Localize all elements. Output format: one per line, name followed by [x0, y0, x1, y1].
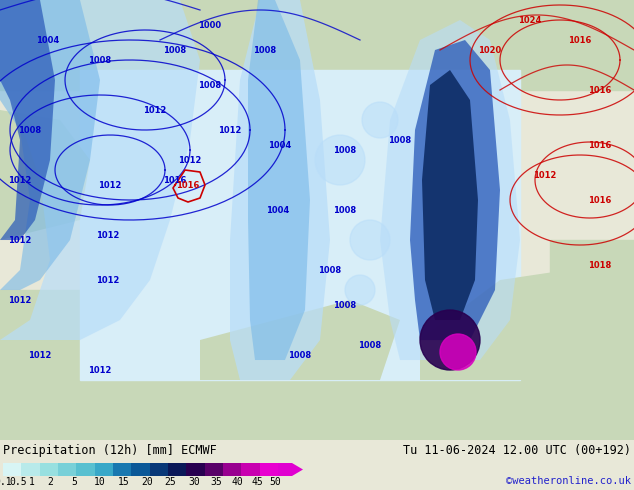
Text: 1004: 1004 — [268, 141, 292, 149]
Polygon shape — [0, 0, 634, 90]
Circle shape — [362, 102, 398, 138]
Text: 35: 35 — [210, 477, 222, 487]
Bar — [94, 463, 113, 476]
Polygon shape — [0, 290, 100, 440]
Bar — [58, 463, 76, 476]
Polygon shape — [410, 40, 500, 340]
Text: 1: 1 — [29, 477, 35, 487]
Bar — [76, 463, 94, 476]
Bar — [40, 463, 58, 476]
Text: 1012: 1012 — [96, 275, 120, 285]
Text: 1012: 1012 — [8, 295, 32, 304]
Bar — [113, 463, 131, 476]
Text: 1012: 1012 — [88, 366, 112, 374]
Text: 1008: 1008 — [254, 46, 276, 54]
Polygon shape — [80, 70, 520, 380]
Text: 40: 40 — [231, 477, 243, 487]
Text: 1012: 1012 — [178, 155, 202, 165]
Text: 1008: 1008 — [18, 125, 42, 135]
Text: 1012: 1012 — [533, 171, 557, 179]
Polygon shape — [420, 260, 634, 380]
Text: 1012: 1012 — [29, 350, 52, 360]
Text: 1008: 1008 — [333, 146, 356, 154]
Text: 15: 15 — [118, 477, 130, 487]
Text: 20: 20 — [141, 477, 153, 487]
Polygon shape — [0, 0, 55, 240]
Text: 50: 50 — [269, 477, 281, 487]
Text: 1016: 1016 — [568, 35, 592, 45]
Text: 1008: 1008 — [288, 350, 311, 360]
Bar — [3, 463, 22, 476]
Text: 5: 5 — [71, 477, 77, 487]
Text: 1016: 1016 — [588, 141, 612, 149]
Polygon shape — [248, 0, 310, 360]
Text: 1016: 1016 — [588, 85, 612, 95]
Text: 1024: 1024 — [519, 16, 541, 24]
FancyArrow shape — [278, 463, 303, 476]
Text: 1012: 1012 — [218, 125, 242, 135]
Text: ©weatheronline.co.uk: ©weatheronline.co.uk — [506, 476, 631, 486]
Bar — [22, 463, 40, 476]
Text: 10: 10 — [94, 477, 106, 487]
Bar — [205, 463, 223, 476]
Bar — [186, 463, 205, 476]
Text: 1004: 1004 — [266, 205, 290, 215]
Text: 2: 2 — [47, 477, 53, 487]
Polygon shape — [380, 20, 520, 360]
Text: 1012: 1012 — [143, 105, 167, 115]
Bar — [223, 463, 242, 476]
Text: 1008: 1008 — [333, 300, 356, 310]
Polygon shape — [550, 240, 634, 440]
Text: Precipitation (12h) [mm] ECMWF: Precipitation (12h) [mm] ECMWF — [3, 444, 217, 457]
Bar — [150, 463, 168, 476]
Text: 0.1: 0.1 — [0, 477, 12, 487]
Text: 1008: 1008 — [198, 80, 221, 90]
Text: 1008: 1008 — [358, 341, 382, 349]
Polygon shape — [0, 110, 90, 240]
Text: 30: 30 — [188, 477, 200, 487]
Text: 1012: 1012 — [8, 236, 32, 245]
Text: 1008: 1008 — [88, 55, 112, 65]
Text: 1012: 1012 — [8, 175, 32, 185]
Text: 1016: 1016 — [588, 196, 612, 204]
Text: 1008: 1008 — [333, 205, 356, 215]
Polygon shape — [0, 0, 200, 340]
Text: 1018: 1018 — [588, 261, 612, 270]
Polygon shape — [0, 380, 634, 440]
Text: 45: 45 — [251, 477, 263, 487]
Polygon shape — [200, 300, 400, 380]
Bar — [242, 463, 260, 476]
Text: 1016: 1016 — [176, 180, 200, 190]
Circle shape — [420, 310, 480, 370]
Text: 0.5: 0.5 — [9, 477, 27, 487]
Text: 1020: 1020 — [479, 46, 501, 54]
Polygon shape — [422, 70, 478, 320]
Text: 1012: 1012 — [98, 180, 122, 190]
Text: 1000: 1000 — [198, 21, 221, 29]
Text: Tu 11-06-2024 12.00 UTC (00+192): Tu 11-06-2024 12.00 UTC (00+192) — [403, 444, 631, 457]
Circle shape — [350, 220, 390, 260]
Text: 1008: 1008 — [318, 266, 342, 274]
Bar — [168, 463, 186, 476]
Text: 1004: 1004 — [36, 35, 60, 45]
Circle shape — [440, 334, 476, 370]
Text: 1008: 1008 — [389, 136, 411, 145]
Polygon shape — [0, 0, 100, 290]
Bar — [260, 463, 278, 476]
Circle shape — [315, 135, 365, 185]
Circle shape — [345, 275, 375, 305]
Text: 1016: 1016 — [164, 175, 186, 185]
Text: 25: 25 — [164, 477, 176, 487]
Text: 1012: 1012 — [96, 230, 120, 240]
Polygon shape — [230, 0, 330, 380]
Text: 1008: 1008 — [164, 46, 186, 54]
Bar — [131, 463, 150, 476]
